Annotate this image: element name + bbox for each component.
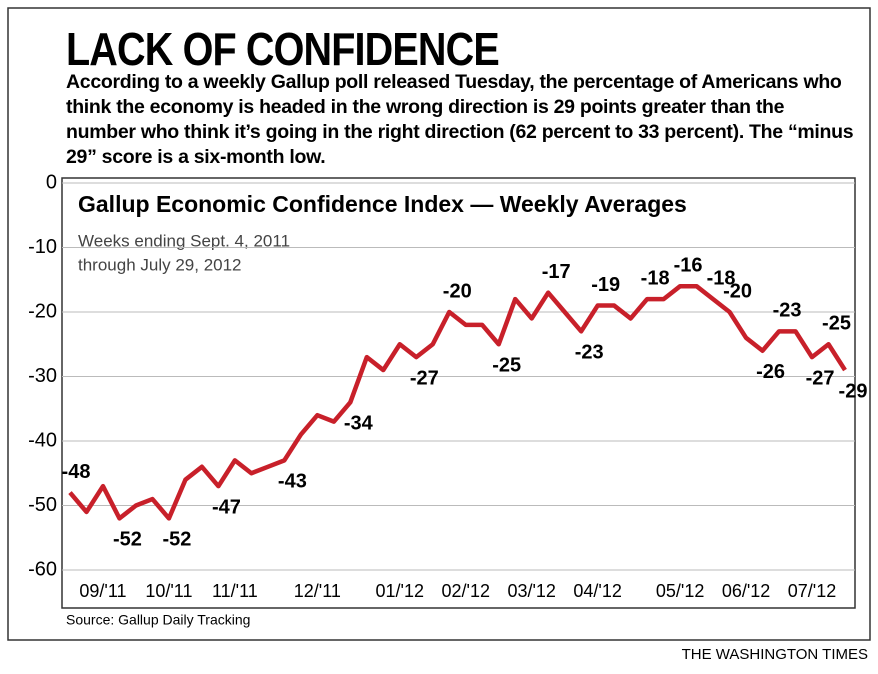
chart-title: Gallup Economic Confidence Index — Weekl… [78,191,687,217]
x-tick-label: 05/'12 [656,581,704,601]
line [68,283,847,521]
data-label: -52 [113,529,142,551]
data-label: -29 [839,380,868,402]
credit: THE WASHINGTON TIMES [682,646,868,663]
x-tick-label: 10/'11 [145,581,192,601]
y-tick-label: -60 [28,558,57,580]
data-label: -26 [756,361,785,383]
x-tick-label: 06/'12 [722,581,770,601]
data-label: -27 [410,367,439,389]
y-tick-label: -50 [28,494,57,516]
x-tick-label: 07/'12 [788,581,836,601]
data-label: -23 [773,300,802,322]
data-label: -52 [162,529,191,551]
data-label: -47 [212,496,241,518]
note: through July 29, 2012 [78,255,242,274]
x-tick-label: 02/'12 [442,581,490,601]
data-label: -27 [806,367,835,389]
frame [7,7,871,641]
data-label: -25 [492,355,521,377]
x-tick-label: 04/'12 [573,581,621,601]
x-tick-label: 09/'11 [79,581,126,601]
data-label: -25 [822,313,851,335]
source: Source: Gallup Daily Tracking [66,612,250,628]
data-label: -20 [443,280,472,302]
subtitle: According to a weekly Gallup poll releas… [66,71,854,168]
data-label: -20 [723,280,752,302]
note: Weeks ending Sept. 4, 2011 [78,231,290,250]
data-label: -17 [542,261,571,283]
y-tick-label: -40 [28,429,57,451]
y-tick-label: 0 [46,171,57,193]
data-label: -48 [62,461,91,483]
data-label: -34 [344,413,374,435]
data-label: -19 [591,274,620,296]
data-label: -43 [278,471,307,493]
x-tick-label: 03/'12 [507,581,555,601]
x-tick-label: 12/'11 [294,581,341,601]
y-tick-label: -30 [28,365,57,387]
x-tick-label: 11/'11 [212,581,258,601]
title: LACK OF CONFIDENCE [66,23,500,75]
y-tick-label: -20 [28,300,57,322]
data-label: -16 [674,254,703,276]
data-label: -18 [641,267,670,289]
data-label: -23 [575,342,604,364]
plot-frame [61,177,856,609]
x-tick-label: 01/'12 [376,581,424,601]
y-tick-label: -10 [28,236,57,258]
data-label: -18 [707,267,736,289]
